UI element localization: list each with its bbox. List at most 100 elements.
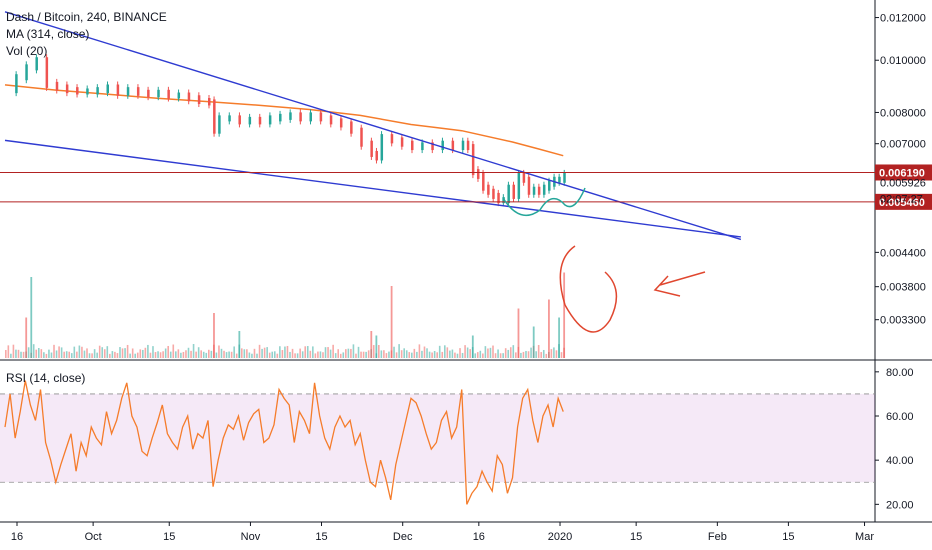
volume-bar	[197, 347, 200, 358]
time-tick-label: 16	[473, 531, 485, 543]
price-tick-label: 0.004400	[880, 247, 926, 259]
volume-bar	[537, 344, 540, 358]
volume-bar	[400, 350, 403, 358]
volume-bar	[509, 347, 512, 358]
volume-bar	[555, 350, 558, 358]
volume-bar	[271, 351, 274, 358]
rsi-legend[interactable]: RSI (14, close)	[6, 371, 86, 385]
volume-bar	[279, 346, 281, 358]
volume-bar	[213, 313, 215, 358]
time-tick-label: Feb	[708, 531, 727, 543]
volume-bar	[180, 352, 182, 358]
volume-bar	[225, 352, 228, 358]
volume-bar	[347, 348, 350, 358]
volume-bar	[309, 350, 312, 358]
time-tick-label: 15	[163, 531, 175, 543]
volume-bar	[421, 350, 423, 358]
volume-bar	[507, 349, 510, 358]
volume-bar	[286, 345, 289, 358]
candle	[451, 140, 455, 151]
volume-bar	[187, 347, 190, 358]
volume-bar	[230, 351, 233, 358]
candle	[360, 127, 363, 147]
volume-bar	[12, 344, 15, 358]
volume-bar	[172, 344, 175, 358]
candle	[548, 180, 551, 191]
volume-bar	[83, 350, 86, 358]
volume-bar	[60, 347, 63, 358]
candle	[15, 74, 18, 94]
volume-bar	[109, 353, 111, 358]
volume-bar	[266, 347, 268, 358]
volume-bar	[142, 349, 144, 358]
volume-bar	[388, 351, 390, 358]
volume-bar	[560, 352, 563, 358]
candle	[375, 150, 378, 161]
volume-bar	[192, 344, 195, 358]
candle	[208, 98, 211, 106]
volume-bar	[545, 353, 548, 358]
volume-bar	[195, 351, 197, 358]
candle	[390, 134, 394, 144]
volume-bar	[25, 317, 28, 358]
volume-bar	[494, 353, 497, 358]
volume-bar	[37, 348, 40, 358]
candle	[187, 92, 191, 102]
volume-bar	[144, 347, 147, 358]
volume-bar	[540, 352, 543, 358]
volume-bar	[390, 286, 393, 358]
volume-bar	[322, 352, 324, 358]
current-price-label: 0.005926	[880, 178, 926, 190]
candle	[268, 115, 272, 125]
volume-bar	[5, 350, 7, 358]
candle	[248, 116, 252, 125]
volume-bar	[380, 350, 383, 358]
volume-bar	[433, 351, 436, 358]
volume-bar	[238, 331, 241, 358]
volume-bar	[306, 346, 309, 358]
rsi-line	[4, 380, 564, 505]
candle	[157, 89, 160, 98]
candle	[319, 112, 323, 122]
ma-legend[interactable]: MA (314, close)	[6, 27, 90, 41]
volume-bar	[63, 351, 65, 358]
volume-bar	[482, 353, 484, 358]
price-tick-label: 0.003800	[880, 282, 926, 294]
volume-bar	[459, 348, 461, 358]
volume-bar	[136, 352, 139, 358]
candle	[517, 172, 521, 199]
volume-bar	[50, 352, 53, 358]
candle	[482, 172, 485, 191]
volume-legend[interactable]: Vol (20)	[6, 44, 48, 58]
volume-bar	[263, 347, 266, 358]
volume-bar	[121, 348, 124, 358]
volume-bar	[367, 350, 370, 358]
volume-bar	[32, 344, 35, 358]
volume-bar	[466, 347, 469, 358]
candle	[471, 144, 475, 176]
candle	[147, 89, 150, 98]
volume-bar	[235, 353, 238, 358]
volume-bar	[301, 351, 304, 358]
volume-bar	[76, 351, 78, 358]
candle	[76, 87, 79, 95]
volume-bar	[357, 346, 360, 358]
volume-bar	[355, 353, 357, 358]
time-tick-label: Mar	[855, 531, 874, 543]
volume-bar	[504, 348, 507, 358]
volume-bar	[550, 349, 553, 358]
volume-bar	[350, 348, 352, 358]
candle	[537, 186, 541, 195]
volume-bar	[337, 349, 340, 358]
volume-bar	[492, 345, 494, 358]
volume-bar	[73, 346, 76, 358]
volume-bar	[169, 351, 172, 358]
volume-bar	[408, 352, 411, 358]
candle	[238, 115, 241, 125]
volume-bar	[522, 351, 525, 358]
candle	[299, 112, 302, 122]
volume-bar	[58, 346, 60, 358]
volume-bar	[525, 350, 527, 358]
symbol-title[interactable]: Dash / Bitcoin, 240, BINANCE	[6, 10, 167, 24]
